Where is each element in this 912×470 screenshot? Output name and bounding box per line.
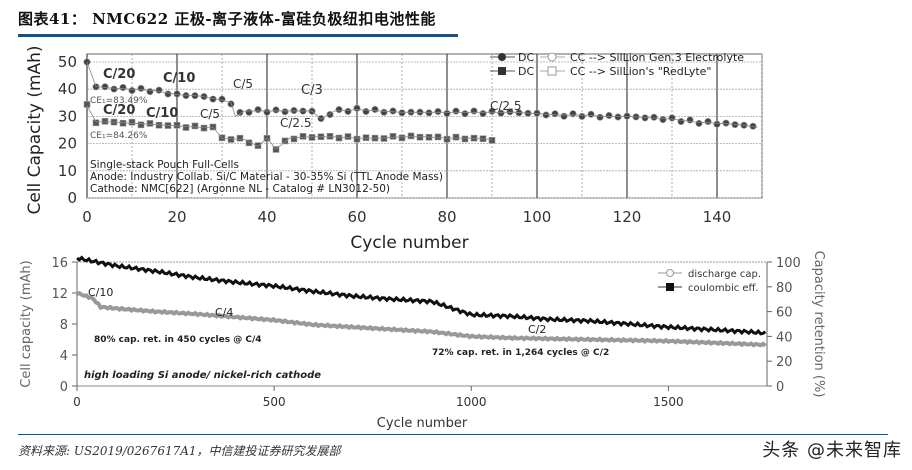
y-tick-label: 8: [60, 318, 68, 333]
watermark: 头条 @未来智库: [762, 440, 902, 461]
svg-text:DC: DC: [518, 51, 534, 64]
x-tick-label: 1000: [456, 395, 487, 409]
annotation: 72% cap. ret. in 1,264 cycles @ C/2: [432, 348, 609, 358]
rate-annotation: C/10: [163, 71, 195, 86]
y-tick-label: 4: [60, 349, 68, 364]
top-legend: DC CC --> SilLion Gen.3 Electrolyte DC CC -…: [490, 51, 744, 78]
y-tick-label: 40: [58, 80, 77, 98]
x-tick-label: 0: [82, 208, 92, 226]
svg-text:CC --> SilLion's "RedLyte": CC --> SilLion's "RedLyte": [570, 65, 711, 78]
y-tick-label: 50: [58, 53, 77, 71]
title-divider: [18, 34, 458, 37]
top-chart: 0 10 20 30 40 50 0 20 40 60 80 100 120 140 Cycle numbe…: [25, 45, 763, 253]
x-tick-label: 120: [613, 208, 642, 226]
annotation: high loading Si anode/ nickel-rich catho…: [84, 370, 321, 381]
y-tick-label: 10: [58, 162, 77, 180]
cell-description: Single-stack Pouch Full-Cells: [90, 159, 239, 171]
cell-description: Anode: Industry Collab. Si/C Material - …: [90, 171, 443, 183]
source-note: 资料来源: US2019/0267617A1，中信建投证券研究发展部: [18, 444, 341, 458]
y-tick-label: 0: [60, 380, 68, 395]
y-axis-label: Cell Capacity (mAh): [25, 45, 45, 214]
x-tick-label: 60: [347, 208, 366, 226]
svg-text:CC --> SilLion Gen.3 Electroly: CC --> SilLion Gen.3 Electrolyte: [570, 51, 744, 64]
rate-annotation: C/5: [200, 107, 220, 121]
svg-text:coulombic eff.: coulombic eff.: [688, 283, 759, 294]
y2-axis-label: Capacity retention (%): [811, 251, 826, 398]
x-tick-label: 500: [263, 395, 286, 409]
x-tick-label: 100: [523, 208, 552, 226]
cell-description: Cathode: NMC[622] (Argonne NL - Catalog …: [90, 183, 390, 195]
x-tick-label: 20: [167, 208, 186, 226]
ce-annotation: CE₁=83.49%: [90, 96, 148, 106]
x-axis-label: Cycle number: [350, 233, 468, 253]
rate-annotation: C/20: [103, 103, 135, 118]
rate-annotation: C/10: [146, 106, 178, 121]
x-tick-label: 0: [73, 395, 81, 409]
ce-annotation: CE₁=84.26%: [90, 131, 148, 141]
bottom-legend: discharge cap. coulombic eff.: [658, 269, 761, 294]
x-tick-label: 40: [257, 208, 276, 226]
svg-text:discharge cap.: discharge cap.: [688, 269, 761, 280]
rate-annotation: C/2.5: [490, 99, 522, 113]
annotation: 80% cap. ret. in 450 cycles @ C/4: [94, 335, 262, 345]
annotation: C/10: [88, 286, 113, 299]
y2-tick-label: 0: [776, 380, 784, 395]
rate-annotation: C/20: [103, 67, 135, 82]
annotation: C/4: [215, 306, 233, 319]
x-tick-label: 140: [703, 208, 732, 226]
figure-title: 图表41： NMC622 正极-离子液体-富硅负极纽扣电池性能: [18, 10, 436, 28]
y2-tick-label: 40: [776, 330, 793, 345]
rate-annotation: C/3: [301, 83, 323, 98]
y-tick-label: 12: [51, 287, 68, 302]
y-tick-label: 30: [58, 107, 77, 125]
svg-text:DC: DC: [518, 65, 534, 78]
y2-tick-label: 20: [776, 355, 793, 370]
y-tick-label: 20: [58, 135, 77, 153]
y-axis-label: Cell capacity (mAh): [19, 260, 34, 387]
annotation: C/2: [528, 323, 546, 336]
y-tick-label: 0: [67, 189, 77, 207]
y-tick-label: 16: [51, 256, 68, 271]
source-divider: [18, 434, 888, 435]
y2-tick-label: 100: [776, 256, 801, 271]
x-tick-label: 80: [437, 208, 456, 226]
y2-tick-label: 80: [776, 281, 793, 296]
x-axis-label: Cycle number: [377, 416, 468, 430]
y2-tick-label: 60: [776, 306, 793, 321]
rate-annotation: C/2.5: [280, 116, 312, 130]
x-tick-label: 1500: [653, 395, 684, 409]
rate-annotation: C/5: [233, 77, 253, 91]
